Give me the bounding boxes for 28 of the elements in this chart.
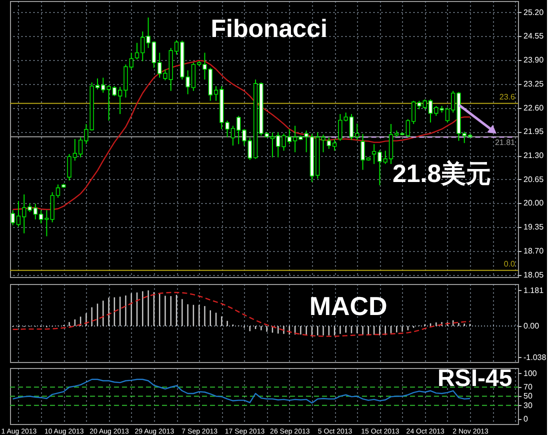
y-tick-label: 50 <box>524 392 533 401</box>
annotation: 23.6 <box>499 92 516 102</box>
chart-title: MACD <box>309 291 388 321</box>
y-tick-label: 0.00 <box>524 322 540 331</box>
line-series <box>12 292 471 337</box>
y-tick-label: 30 <box>524 400 533 410</box>
annotation: 21.8美元 <box>392 160 492 188</box>
y-tick-label: 1.181 <box>524 286 544 295</box>
annotation: 0.0 <box>504 259 516 268</box>
y-tick-label: 21.30 <box>524 151 544 160</box>
y-tick-label: -1.038 <box>524 352 547 362</box>
y-tick-label: 19.35 <box>524 222 544 232</box>
y-tick-label: 25.20 <box>524 8 544 17</box>
y-tick-label: 22.60 <box>524 103 544 112</box>
y-tick-label: 20.65 <box>524 174 544 184</box>
y-tick-label: 18.70 <box>524 246 544 256</box>
y-tick-label: 18.05 <box>524 270 544 280</box>
y-tick-label: 23.90 <box>524 56 544 65</box>
y-tick-label: 21.95 <box>524 127 544 136</box>
chart-title: RSI-45 <box>437 365 512 392</box>
y-tick-label: 24.55 <box>524 32 544 41</box>
text: Fibonacci <box>210 15 328 43</box>
y-tick-label: 70 <box>524 382 533 392</box>
y-tick-label: 23.25 <box>524 79 544 88</box>
y-tick-label: 0 <box>524 414 528 424</box>
y-tick-label: 20.00 <box>524 198 544 208</box>
y-tick-label: 100 <box>524 368 538 378</box>
ref-line-label: 21.81 <box>494 138 516 147</box>
